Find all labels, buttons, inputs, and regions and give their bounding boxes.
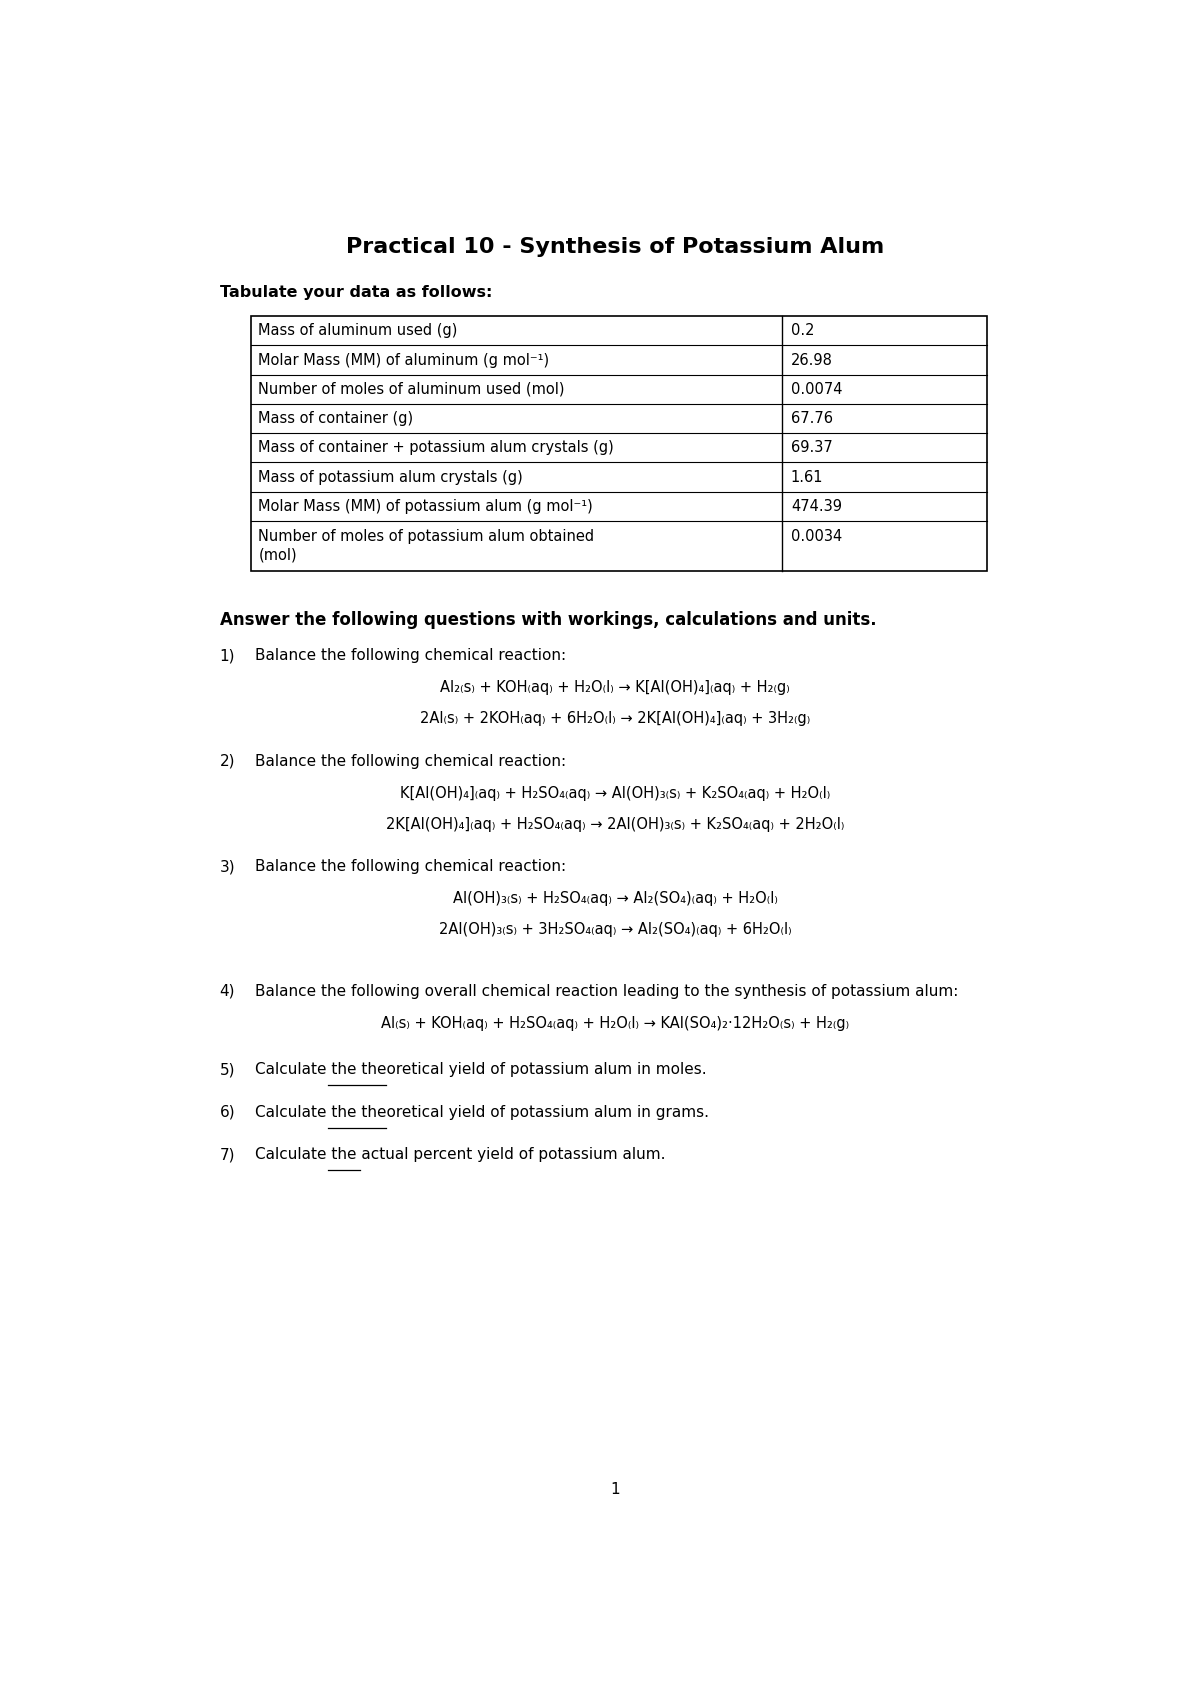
Text: 0.0034: 0.0034 [791,528,842,543]
Text: 0.0074: 0.0074 [791,382,842,397]
Text: Al(OH)₃₍s₎ + H₂SO₄₍aq₎ → Al₂(SO₄)₍aq₎ + H₂O₍l₎: Al(OH)₃₍s₎ + H₂SO₄₍aq₎ → Al₂(SO₄)₍aq₎ + … [452,891,778,907]
Text: K[Al(OH)₄]₍aq₎ + H₂SO₄₍aq₎ → Al(OH)₃₍s₎ + K₂SO₄₍aq₎ + H₂O₍l₎: K[Al(OH)₄]₍aq₎ + H₂SO₄₍aq₎ → Al(OH)₃₍s₎ … [400,786,830,801]
Text: Al₂₍s₎ + KOH₍aq₎ + H₂O₍l₎ → K[Al(OH)₄]₍aq₎ + H₂₍g₎: Al₂₍s₎ + KOH₍aq₎ + H₂O₍l₎ → K[Al(OH)₄]₍a… [440,681,790,696]
Text: Mass of container (g): Mass of container (g) [258,411,414,426]
Text: Molar Mass (MM) of potassium alum (g mol⁻¹): Molar Mass (MM) of potassium alum (g mol… [258,499,593,514]
Text: Balance the following chemical reaction:: Balance the following chemical reaction: [254,859,565,874]
Text: Mass of potassium alum crystals (g): Mass of potassium alum crystals (g) [258,470,523,484]
Text: 69.37: 69.37 [791,440,833,455]
Text: 1): 1) [220,649,235,662]
Text: Balance the following chemical reaction:: Balance the following chemical reaction: [254,649,565,662]
Text: (mol): (mol) [258,547,298,562]
Text: Number of moles of potassium alum obtained: Number of moles of potassium alum obtain… [258,528,595,543]
Text: 67.76: 67.76 [791,411,833,426]
Text: 2Al₍s₎ + 2KOH₍aq₎ + 6H₂O₍l₎ → 2K[Al(OH)₄]₍aq₎ + 3H₂₍g₎: 2Al₍s₎ + 2KOH₍aq₎ + 6H₂O₍l₎ → 2K[Al(OH)₄… [420,711,810,727]
Text: Balance the following overall chemical reaction leading to the synthesis of pota: Balance the following overall chemical r… [254,983,958,998]
Text: Tabulate your data as follows:: Tabulate your data as follows: [220,285,492,301]
Text: 6): 6) [220,1105,235,1119]
Text: 3): 3) [220,859,235,874]
Text: 2): 2) [220,754,235,769]
Text: Balance the following chemical reaction:: Balance the following chemical reaction: [254,754,565,769]
Text: 4): 4) [220,983,235,998]
Text: Mass of container + potassium alum crystals (g): Mass of container + potassium alum cryst… [258,440,614,455]
Text: Number of moles of aluminum used (mol): Number of moles of aluminum used (mol) [258,382,565,397]
Bar [251,316,986,571]
Text: 474.39: 474.39 [791,499,842,514]
Text: Mass of aluminum used (g): Mass of aluminum used (g) [258,323,458,338]
Text: Calculate the theoretical yield of potassium alum in grams.: Calculate the theoretical yield of potas… [254,1105,709,1119]
Text: Molar Mass (MM) of aluminum (g mol⁻¹): Molar Mass (MM) of aluminum (g mol⁻¹) [258,353,550,367]
Text: 5): 5) [220,1063,235,1077]
Text: 0.2: 0.2 [791,323,815,338]
Text: Calculate the theoretical yield of potassium alum in moles.: Calculate the theoretical yield of potas… [254,1063,707,1077]
Text: 2K[Al(OH)₄]₍aq₎ + H₂SO₄₍aq₎ → 2Al(OH)₃₍s₎ + K₂SO₄₍aq₎ + 2H₂O₍l₎: 2K[Al(OH)₄]₍aq₎ + H₂SO₄₍aq₎ → 2Al(OH)₃₍s… [386,817,844,832]
Text: 1.61: 1.61 [791,470,823,484]
Text: 26.98: 26.98 [791,353,833,367]
Text: Al₍s₎ + KOH₍aq₎ + H₂SO₄₍aq₎ + H₂O₍l₎ → KAl(SO₄)₂·12H₂O₍s₎ + H₂₍g₎: Al₍s₎ + KOH₍aq₎ + H₂SO₄₍aq₎ + H₂O₍l₎ → K… [380,1015,850,1031]
Text: Calculate the actual percent yield of potassium alum.: Calculate the actual percent yield of po… [254,1148,665,1161]
Text: 1: 1 [610,1482,620,1498]
Text: Answer the following questions with workings, calculations and units.: Answer the following questions with work… [220,611,876,628]
Text: 7): 7) [220,1148,235,1161]
Text: 2Al(OH)₃₍s₎ + 3H₂SO₄₍aq₎ → Al₂(SO₄)₍aq₎ + 6H₂O₍l₎: 2Al(OH)₃₍s₎ + 3H₂SO₄₍aq₎ → Al₂(SO₄)₍aq₎ … [439,922,791,937]
Text: Practical 10 - Synthesis of Potassium Alum: Practical 10 - Synthesis of Potassium Al… [346,236,884,256]
